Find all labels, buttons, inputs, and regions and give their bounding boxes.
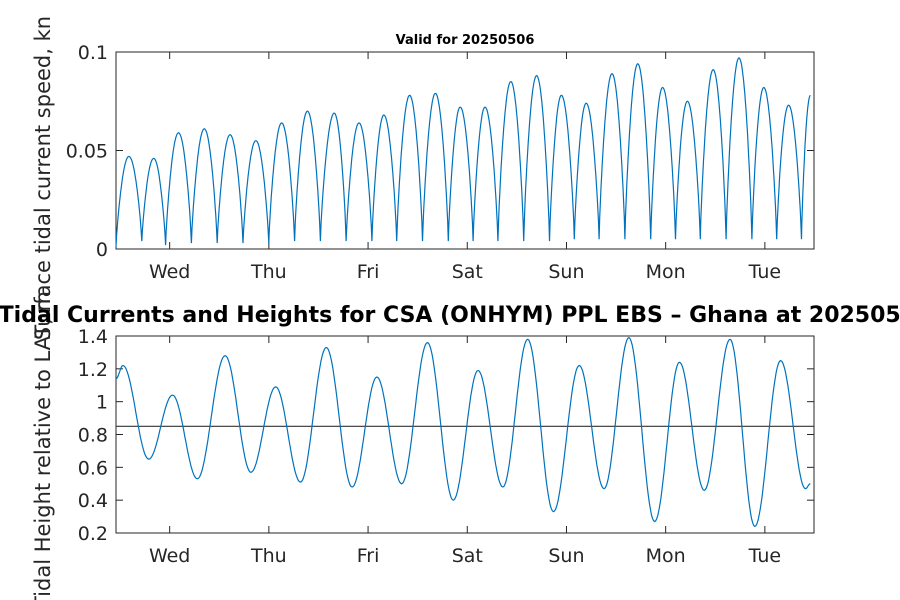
top-y-tick-label: 0.05 xyxy=(66,141,108,163)
bot-x-tick-label: Wed xyxy=(149,545,190,567)
top-x-tick-label: Thu xyxy=(250,261,287,283)
current-speed-title: Valid for 20250506 xyxy=(396,33,535,48)
bot-x-tick-label: Tue xyxy=(748,545,781,567)
current-speed-chart: Valid for 20250506 0 0.05 0.1 Wed Thu Fri Sat… xyxy=(31,16,815,340)
top-x-tick-label: Fri xyxy=(357,261,380,283)
top-x-tick-label: Mon xyxy=(646,261,686,283)
bot-x-tick-label: Thu xyxy=(250,545,287,567)
tidal-height-y-label: Tidal Height relative to LAT, m xyxy=(31,291,55,600)
current-speed-y-label: Surface tidal current speed, kn xyxy=(31,16,55,340)
bot-x-tick-label: Mon xyxy=(646,545,686,567)
bot-y-tick-label: 0.8 xyxy=(78,425,108,447)
tidal-height-axes-box xyxy=(115,335,815,534)
top-x-tick-label: Wed xyxy=(149,261,190,283)
bot-y-tick-label: 1.4 xyxy=(78,326,108,348)
top-x-tick-label: Tue xyxy=(748,261,781,283)
bot-y-tick-label: 1.2 xyxy=(78,359,108,381)
bot-x-tick-label: Sat xyxy=(452,545,483,567)
bot-y-tick-label: 0.2 xyxy=(78,523,108,545)
tidal-height-x-ticks: Wed Thu Fri Sat Sun Mon Tue xyxy=(149,336,781,567)
tidal-height-chart: 0.2 0.4 0.6 0.8 1 1.2 1.4 Wed Thu Fri Sat Sun Mon Tu… xyxy=(0,291,900,600)
tidal-height-title: Tidal Currents and Heights for CSA (ONHY… xyxy=(0,303,900,328)
current-speed-y-ticks: 0 0.05 0.1 xyxy=(66,42,814,261)
tidal-height-series-line xyxy=(115,336,811,528)
bot-y-tick-label: 1 xyxy=(96,392,108,414)
bot-y-tick-label: 0.6 xyxy=(78,457,108,479)
top-x-tick-label: Sat xyxy=(452,261,483,283)
bot-y-tick-label: 0.4 xyxy=(78,490,108,512)
tidal-height-y-ticks: 0.2 0.4 0.6 0.8 1 1.2 1.4 xyxy=(78,326,814,545)
top-y-tick-label: 0.1 xyxy=(78,42,108,64)
bot-x-tick-label: Fri xyxy=(357,545,380,567)
top-x-tick-label: Sun xyxy=(548,261,584,283)
current-speed-axes-box xyxy=(115,51,815,250)
current-speed-series-line xyxy=(115,57,811,248)
current-speed-x-ticks: Wed Thu Fri Sat Sun Mon Tue xyxy=(149,52,781,283)
bot-x-tick-label: Sun xyxy=(548,545,584,567)
top-y-tick-label: 0 xyxy=(96,239,108,261)
